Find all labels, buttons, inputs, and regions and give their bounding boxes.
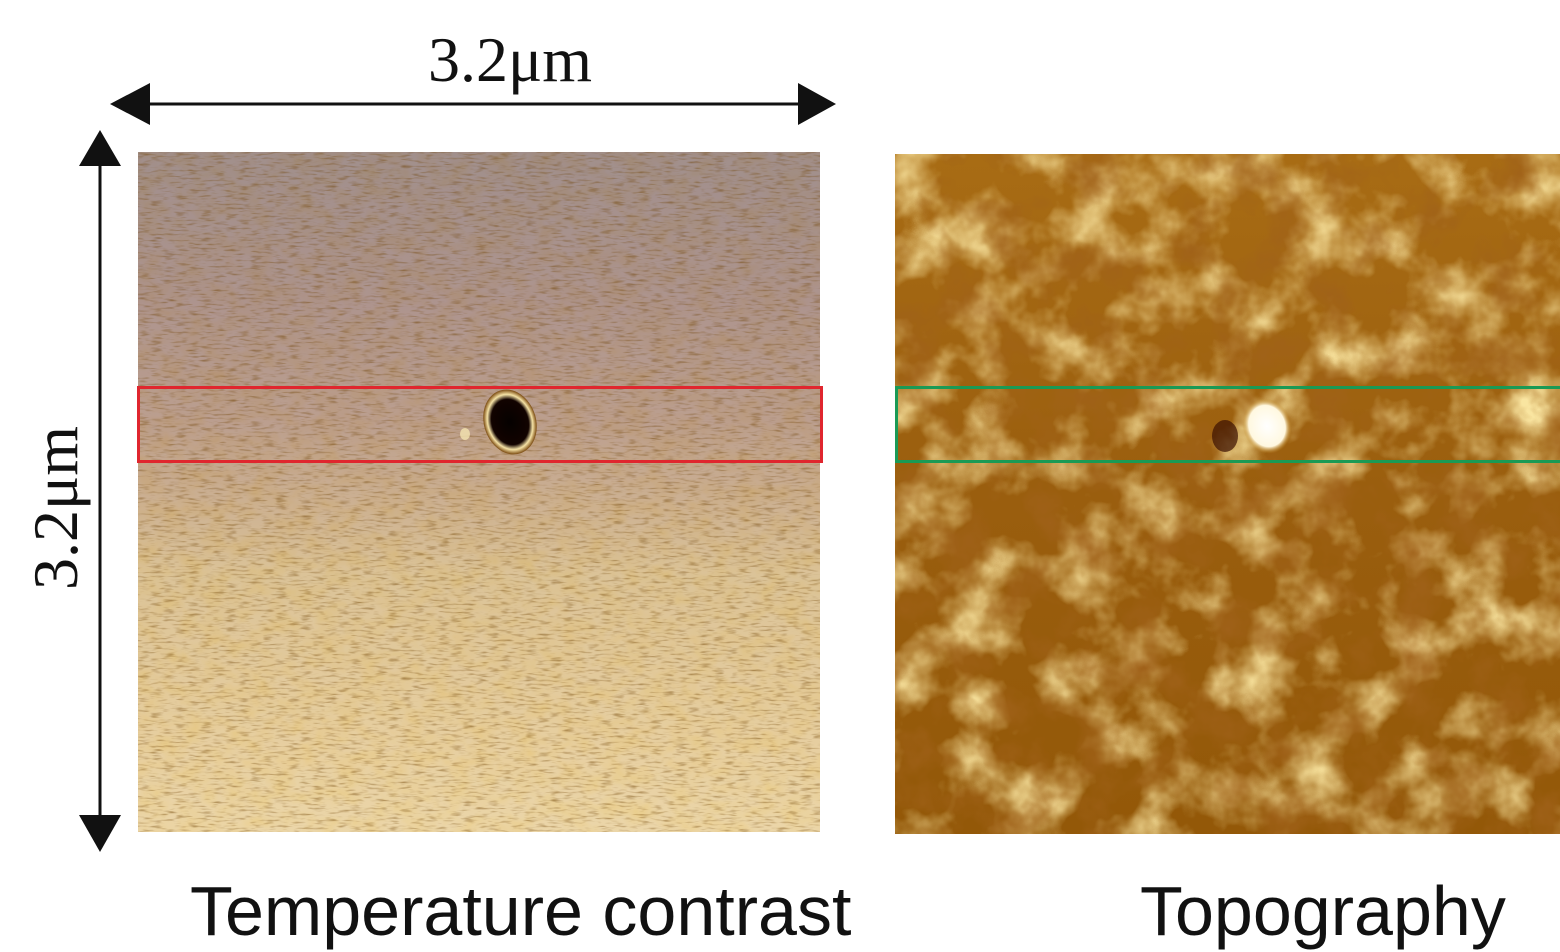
double-arrow-vertical-icon <box>79 130 121 852</box>
selection-box-temperature <box>137 386 823 463</box>
caption-temperature-contrast: Temperature contrast <box>190 872 852 950</box>
selection-box-topography <box>895 386 1560 463</box>
scale-label-vertical: 3.2μm <box>20 425 91 591</box>
caption-topography: Topography <box>1140 872 1506 950</box>
temperature-contrast-image <box>138 152 820 832</box>
topography-image <box>895 154 1560 834</box>
double-arrow-horizontal-icon <box>110 83 836 125</box>
scale-label-horizontal: 3.2μm <box>427 24 593 95</box>
scale-arrows <box>79 83 836 852</box>
